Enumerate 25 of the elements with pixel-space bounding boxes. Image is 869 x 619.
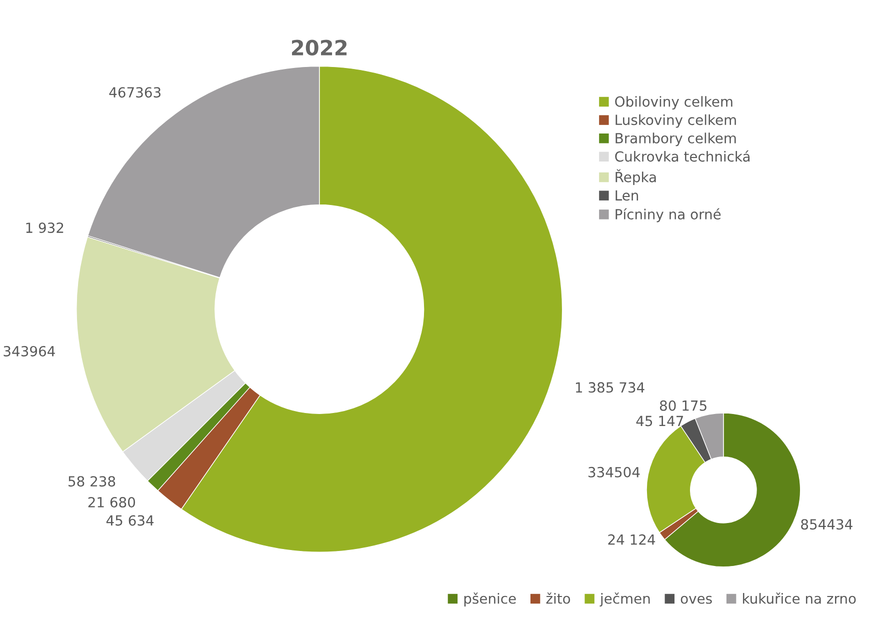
data-label: 467363	[109, 87, 160, 98]
data-label: 1 385 734	[576, 382, 644, 393]
data-label: 854434	[801, 519, 852, 530]
legend-label: pšenice	[464, 592, 516, 606]
legend-label: Pícniny na orné	[616, 208, 721, 222]
legend-label: kukuřice na zrno	[742, 592, 856, 604]
data-label: 45 147	[636, 416, 684, 426]
data-label: 343964	[4, 346, 55, 356]
data-label: 21 680	[88, 496, 136, 508]
data-label: 334504	[588, 466, 640, 478]
legend-label: Luskoviny celkem	[616, 114, 736, 128]
legend-label: oves	[680, 596, 712, 604]
legend-label: Brambory celkem	[616, 132, 736, 146]
data-label: 58 238	[68, 476, 116, 487]
legend-label: Obiloviny celkem	[615, 96, 732, 110]
legend-label: Řepka	[616, 169, 656, 186]
data-label: 1 932	[26, 222, 64, 234]
legend-label: Len	[616, 190, 638, 201]
data-label: 24 124	[608, 534, 656, 545]
data-label: 80 175	[660, 400, 706, 411]
chart-title: 2022	[292, 40, 347, 56]
legend-label: Cukrovka technická	[615, 150, 750, 162]
data-label: 45 634	[106, 515, 154, 526]
legend-label: ječmen	[600, 592, 650, 606]
legend-label: žito	[546, 592, 570, 604]
